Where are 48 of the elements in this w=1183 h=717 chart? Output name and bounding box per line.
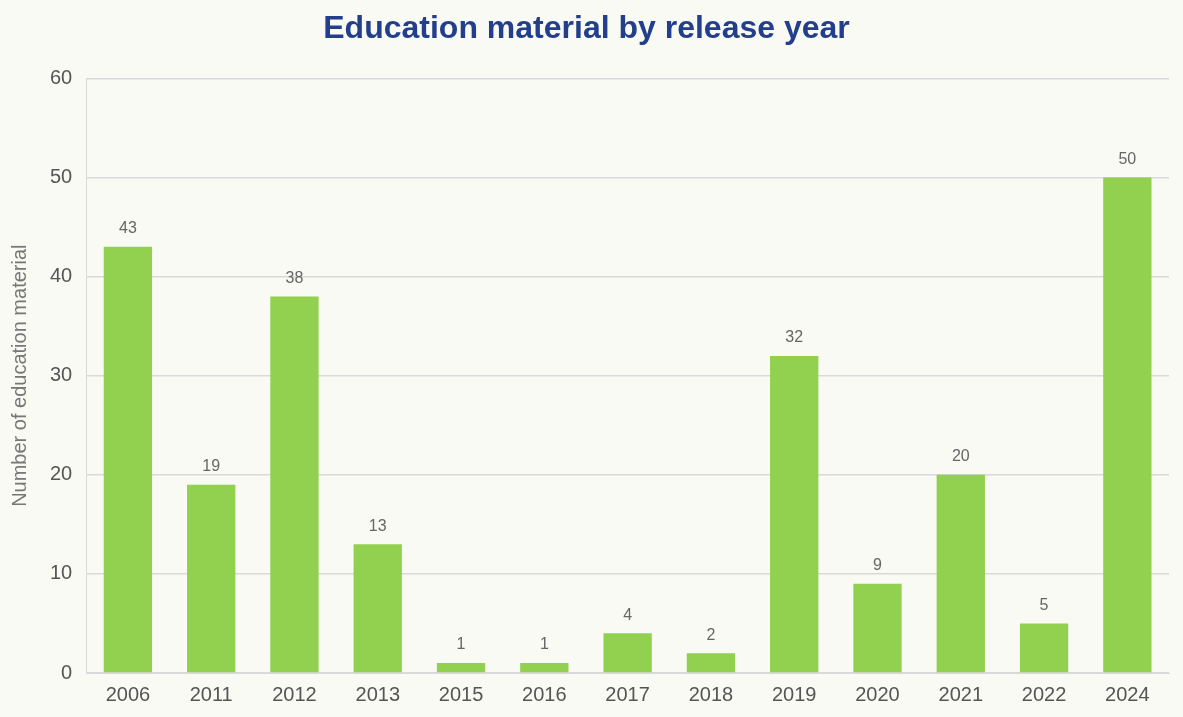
data-label: 1 [456,635,466,653]
x-tick-label: 2006 [105,682,151,705]
x-tick-label: 2021 [938,682,984,705]
bar [1019,623,1069,673]
x-tick-label: 2020 [855,682,900,705]
y-tick-label: 30 [50,363,73,386]
bar [853,583,902,673]
y-tick-label: 10 [50,561,73,584]
bar [770,355,819,673]
bar [1103,177,1152,673]
data-label: 43 [118,219,137,237]
data-label: 1 [539,635,549,653]
bar [936,474,985,673]
bar [686,653,736,673]
x-tick-label: 2018 [688,682,734,705]
data-label: 50 [1118,149,1137,167]
y-tick-label: 40 [50,264,73,287]
bar [520,663,569,673]
y-axis-title: Number of education material [7,244,30,507]
data-label: 5 [1039,595,1049,613]
data-label: 20 [951,447,970,465]
x-tick-label: 2015 [438,682,484,705]
x-tick-label: 2011 [189,682,233,705]
y-tick-label: 50 [50,165,73,188]
bar [103,246,153,673]
x-tick-label: 2012 [272,682,317,705]
bar [187,484,236,673]
bar [436,663,486,673]
x-tick-label: 2024 [1105,682,1150,705]
y-tick-label: 0 [61,660,73,683]
data-label: 2 [706,625,716,643]
data-label: 38 [285,268,304,286]
x-tick-label: 2013 [355,682,401,705]
data-label: 32 [785,328,804,346]
y-tick-label: 20 [50,462,73,485]
data-label: 13 [368,516,387,534]
x-tick-label: 2019 [771,682,817,705]
bar [353,544,402,673]
x-tick-label: 2017 [605,682,650,705]
x-tick-label: 2016 [522,682,567,705]
chart-title: Education material by release year [323,9,850,46]
bar [270,296,319,673]
y-tick-label: 60 [50,65,73,88]
data-label: 19 [202,457,221,475]
x-tick-label: 2022 [1021,682,1067,705]
bar [603,633,652,673]
data-label: 4 [623,605,633,623]
data-label: 9 [873,556,883,574]
